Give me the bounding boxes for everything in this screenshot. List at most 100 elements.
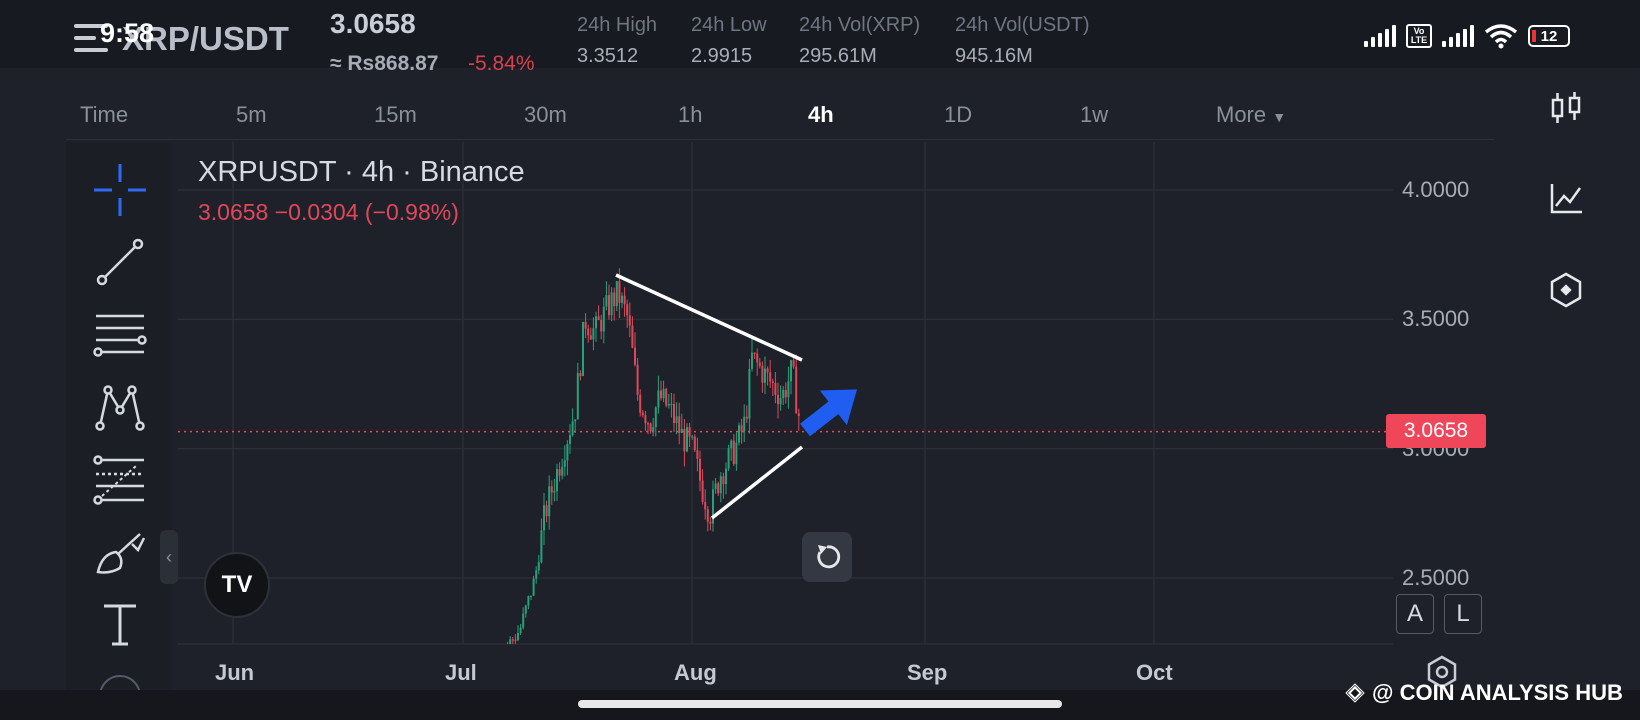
candle [488,660,490,670]
candle-body [652,427,655,432]
candle [696,437,699,472]
candle [769,359,772,389]
reset-chart-button[interactable] [802,532,852,582]
candle-body [696,450,699,459]
candle [527,595,530,610]
auto-scale-button[interactable]: A [1396,594,1434,634]
tab-more[interactable]: More ▼ [1216,102,1286,128]
candle-body [286,660,288,661]
candle-body [701,480,704,502]
candle [706,506,709,532]
volte-icon: Vo LTE [1406,24,1432,48]
tab-15m[interactable]: 15m [374,102,417,127]
candle [792,357,795,369]
y-tick-3-5: 3.5000 [1402,306,1470,332]
candle [774,372,777,404]
log-scale-button[interactable]: L [1444,594,1482,634]
candle [654,406,657,437]
candle [787,366,790,409]
candle [356,649,358,663]
candle-body [615,281,618,307]
templates-icon[interactable] [1546,270,1586,310]
candle-body [293,655,295,665]
candle [496,656,498,666]
chart-settings-icon[interactable] [1424,654,1460,690]
candle-body [416,668,418,671]
candle [187,653,189,668]
crosshair-icon[interactable] [92,162,148,218]
candle-body [488,661,490,667]
candle [626,299,629,328]
candle-body [179,651,181,652]
candle [540,518,543,564]
tab-time[interactable]: Time [80,102,129,127]
candle-body [332,661,334,666]
candle-body [582,321,584,376]
candle [195,652,197,663]
candle [701,469,704,505]
candle [688,422,691,447]
horizontal-lines-icon[interactable] [92,306,148,362]
tab-4h[interactable]: 4h [808,102,834,127]
candle [571,408,574,437]
candle-body [507,646,509,650]
candle-body [574,419,577,422]
tab-1d[interactable]: 1D [944,102,973,127]
candle [322,659,324,679]
brush-icon[interactable] [92,524,148,580]
trendline-icon[interactable] [92,234,148,290]
candle-body [735,442,738,465]
candle-body [301,652,303,664]
candle-body [597,316,600,320]
candle [517,625,519,642]
candle-type-icon[interactable] [1546,88,1586,128]
candle-body [262,669,264,670]
candle-body [683,428,686,452]
tab-5m[interactable]: 5m [236,102,267,127]
candle-body [569,435,571,444]
candle-body [605,295,608,307]
candle [615,281,618,312]
tab-30m[interactable]: 30m [524,102,567,127]
candle-body [592,328,595,340]
candle [434,657,436,681]
chart-legend: XRPUSDT · 4h · Binance 3.0658 −0.0304 (−… [198,156,525,226]
tab-1h[interactable]: 1h [678,102,703,127]
candle-body [647,423,649,425]
candle-body [351,656,353,661]
candle [436,658,438,665]
tab-1w[interactable]: 1w [1080,102,1109,127]
candle [558,462,561,482]
candle [182,647,184,661]
candle [291,663,293,666]
candle [766,366,769,386]
candle-body [504,651,506,660]
candle [704,489,707,520]
breakout-arrow [800,389,858,437]
candle [662,380,665,403]
candle-body [665,388,668,406]
candle-body [319,657,321,673]
candle [579,370,582,381]
candle-body [517,633,519,641]
fib-icon[interactable] [92,452,148,508]
pattern-icon[interactable] [92,378,148,434]
stat-value-vol-xrp: 295.61M [799,45,877,67]
candle [725,462,727,495]
menu-icon[interactable] [74,24,108,54]
text-icon[interactable] [92,596,148,652]
candle [296,651,298,668]
candle-body [571,421,574,436]
candle-body [330,666,332,672]
candle-body [296,655,298,663]
candle [348,650,350,675]
pair-title[interactable]: XRP/USDT [122,20,289,57]
candle-body [595,316,597,329]
candle [597,305,600,321]
candle [369,649,371,671]
collapse-toolbar-button[interactable]: ‹ [160,530,178,584]
indicators-icon[interactable] [1546,178,1586,218]
candle-body [288,660,290,664]
candle-body [667,404,670,406]
candle [530,595,532,601]
